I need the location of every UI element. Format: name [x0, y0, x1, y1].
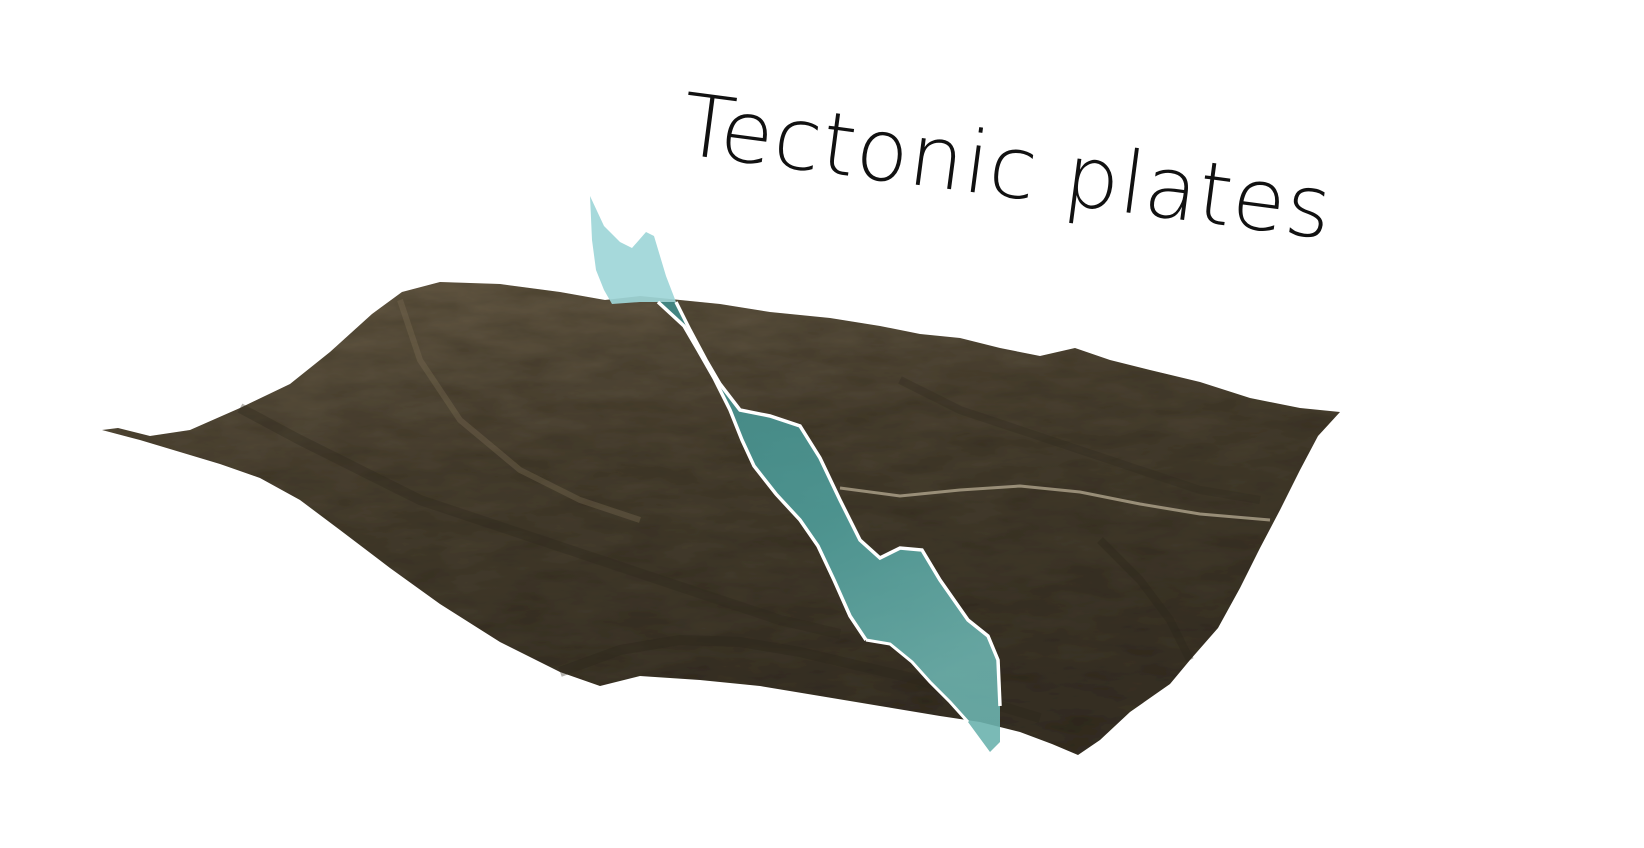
terrain-ridge [237, 403, 842, 639]
fault-edge-line [674, 301, 1002, 707]
terrain-ridge [397, 299, 641, 523]
terrain-surface [102, 282, 1340, 755]
terrain-ridge [1097, 537, 1194, 662]
fault-edge-line [865, 638, 970, 724]
terrain-block [102, 282, 1340, 755]
fault-plane-lower [658, 302, 1000, 752]
fault-plane [590, 196, 1002, 752]
fault-edge-line [656, 300, 868, 641]
fault-plane-upper [590, 196, 676, 304]
terrain-ridge [898, 376, 1261, 504]
terrain-road [839, 484, 1271, 522]
